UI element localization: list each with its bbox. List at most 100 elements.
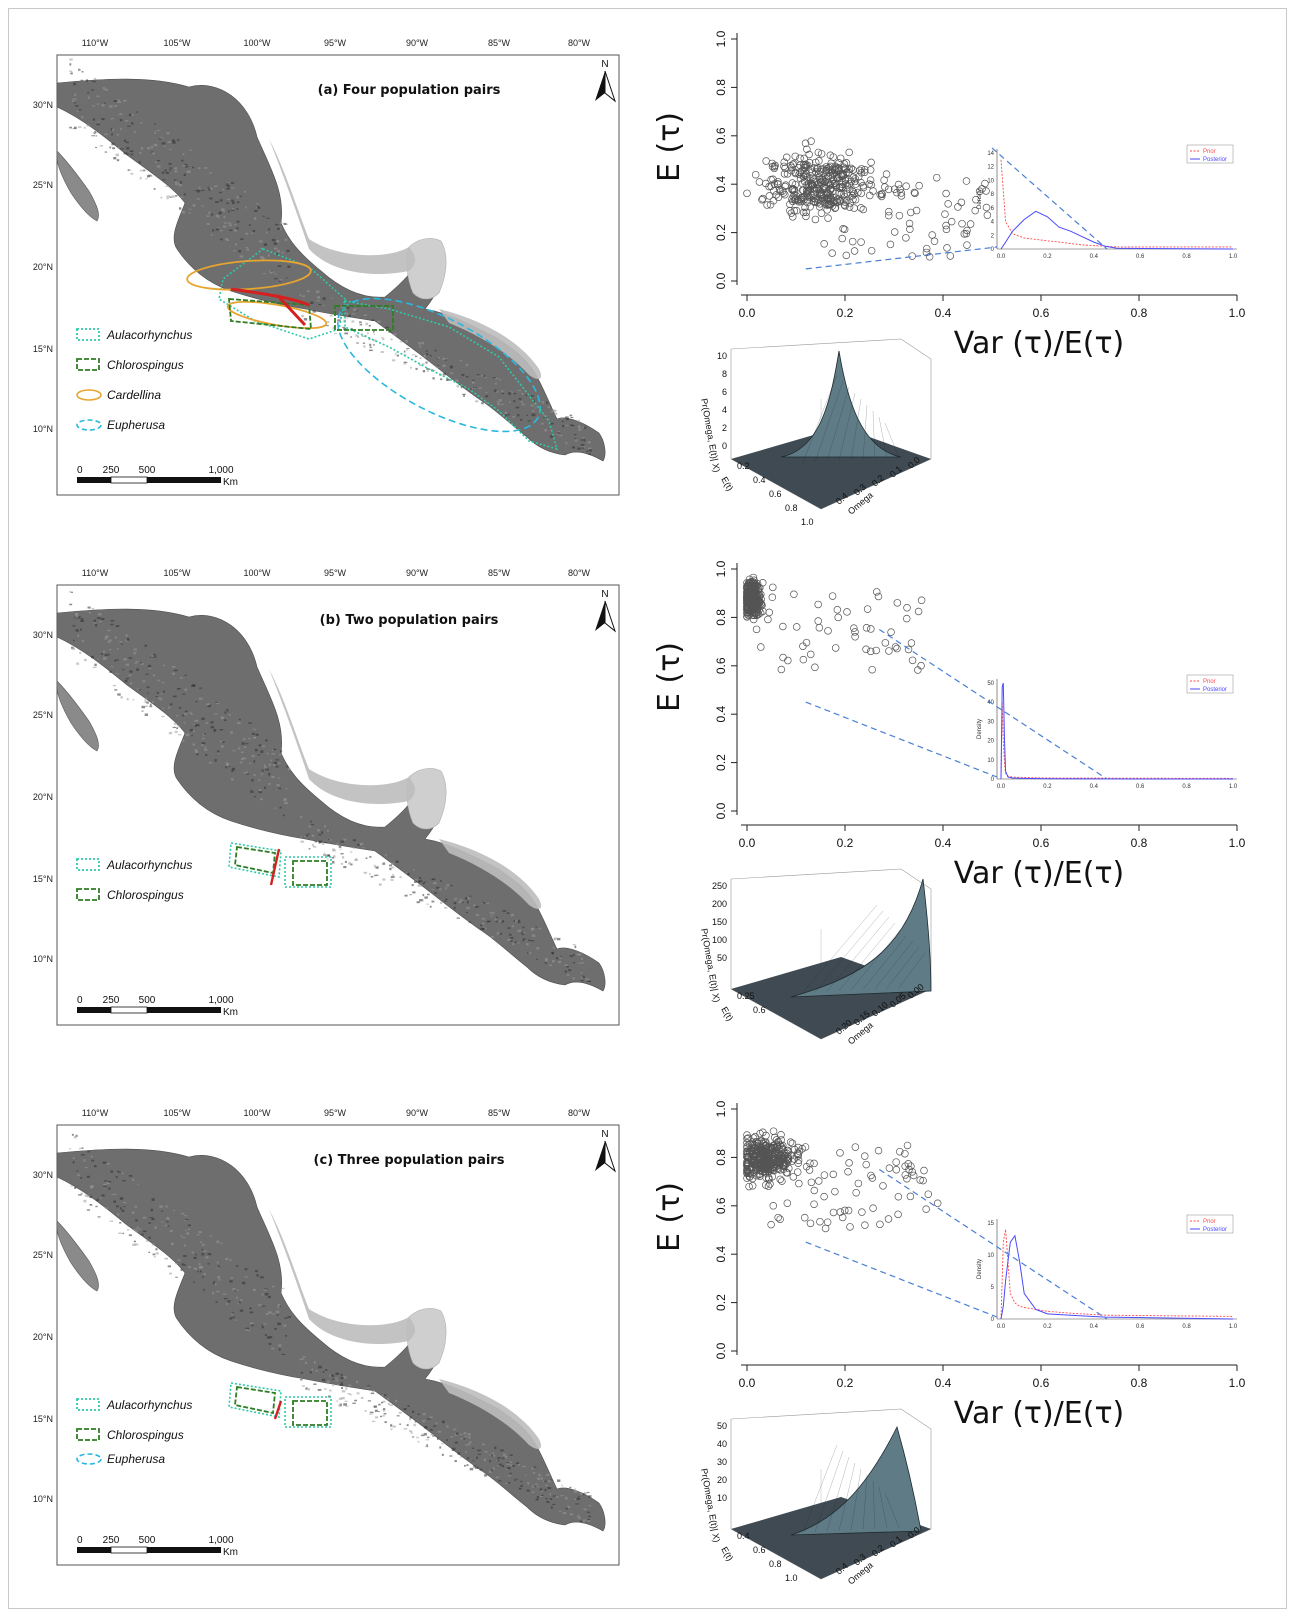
relief-texture [113,99,118,103]
relief-texture [236,201,240,204]
relief-texture [321,831,324,834]
relief-texture [577,447,581,450]
relief-texture [284,801,288,805]
data-point [866,647,875,656]
relief-texture [459,899,464,901]
data-point [811,215,820,224]
relief-texture [180,1268,183,1272]
relief-texture [497,400,500,403]
map-title: (a) Four population pairs [318,83,501,98]
relief-texture [339,848,342,850]
relief-texture [124,119,129,122]
data-point [814,600,822,609]
relief-texture [468,1441,472,1444]
relief-texture [578,428,582,431]
longitude-label: 80°W [568,1108,591,1118]
relief-texture [72,127,76,130]
relief-texture [271,753,275,755]
relief-texture [424,896,428,899]
surface-mesh-line [884,1492,900,1528]
data-point [862,624,871,632]
relief-texture [214,1283,217,1286]
relief-texture [544,428,547,432]
relief-texture [476,375,480,377]
relief-texture [389,1404,394,1407]
relief-texture [393,333,397,336]
relief-texture [340,1381,343,1384]
relief-texture [482,927,485,930]
relief-texture [73,82,76,86]
relief-texture [460,1437,464,1440]
relief-texture [106,1182,111,1185]
relief-texture [207,703,210,705]
relief-texture [221,741,225,743]
relief-texture [522,931,525,934]
data-point [946,252,955,260]
relief-texture [409,1430,412,1433]
data-point [756,584,764,592]
data-point [872,646,880,655]
relief-texture [264,786,266,789]
inset-y-tick: 50 [987,681,994,687]
relief-texture [573,953,576,956]
data-point [811,663,819,672]
data-point [861,1221,869,1229]
relief-texture [441,1453,444,1456]
relief-texture [208,172,213,174]
relief-texture [395,352,398,354]
relief-texture [158,138,162,140]
relief-texture [213,185,218,187]
data-point [957,198,966,207]
data-point [839,225,847,233]
relief-texture [129,670,133,673]
relief-texture [389,864,393,867]
data-point [761,1141,770,1149]
relief-texture [110,666,114,668]
data-point [852,180,860,188]
relief-texture [450,366,452,369]
relief-texture [117,693,121,696]
data-point [757,1167,765,1175]
relief-texture [215,201,219,203]
data-point [748,596,757,604]
data-point [813,185,821,193]
relief-texture [279,226,282,228]
data-point [786,200,794,209]
relief-texture [116,1213,120,1216]
surface-peak [780,350,902,458]
relief-texture [123,99,127,102]
surface-mesh-line [826,1456,850,1532]
relief-texture [494,918,497,921]
relief-texture [204,167,208,169]
relief-texture [369,1413,373,1415]
data-point [887,628,895,636]
data-point [846,1223,854,1231]
scale-segment [110,1006,148,1014]
surface-mesh-line [826,386,850,462]
relief-texture [324,854,328,856]
relief-texture [407,1405,410,1408]
relief-texture [562,424,565,428]
relief-texture [188,1266,192,1269]
relief-texture [391,862,395,865]
relief-texture [535,926,538,928]
relief-texture [409,1416,412,1419]
legend-item: Eupherusa [76,418,165,432]
relief-texture [183,713,188,715]
relief-texture [581,957,583,961]
relief-texture [539,1488,543,1491]
surface-mesh-line [862,404,868,460]
relief-texture [483,1458,487,1462]
relief-texture [123,657,127,661]
relief-texture [429,1416,433,1419]
latitude-label: 30°N [33,1170,53,1180]
surface-y-tick: 0.6 [753,1005,766,1015]
data-point [743,1149,751,1158]
relief-texture [213,728,217,732]
relief-texture [128,657,133,659]
relief-texture [510,913,515,917]
data-point [825,163,833,172]
data-point [810,1159,818,1168]
surface-y-tick: 0.25 [737,991,755,1001]
